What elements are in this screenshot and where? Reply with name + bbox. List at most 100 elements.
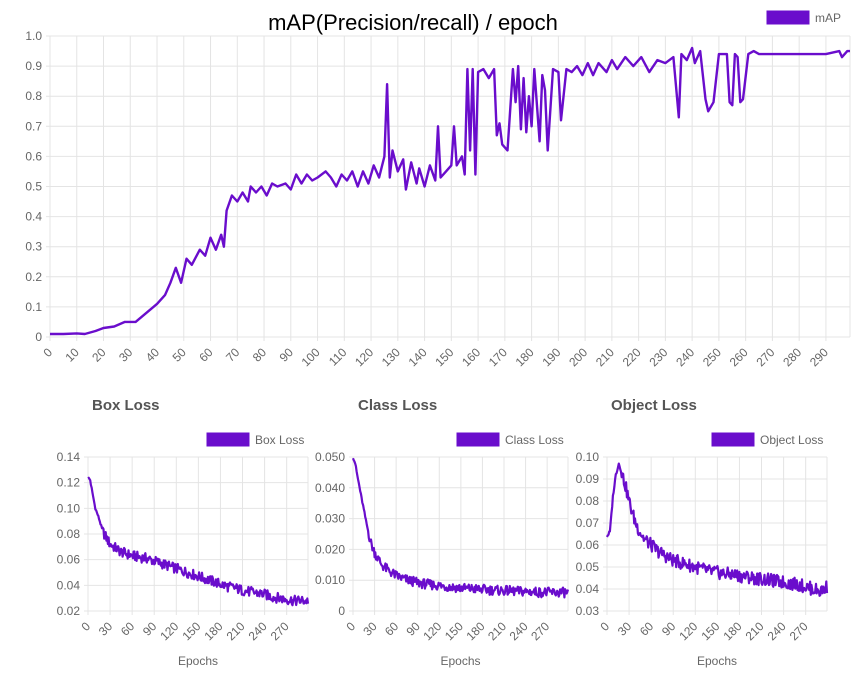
- x-tick-label: 30: [116, 345, 136, 365]
- x-tick-label: 120: [676, 619, 700, 643]
- y-tick-label: 0.8: [25, 89, 42, 103]
- x-tick-label: 60: [382, 619, 402, 639]
- series-line: [605, 462, 829, 597]
- x-tick-label: 190: [539, 345, 563, 369]
- series-line: [50, 46, 850, 336]
- y-tick-label: 0.02: [57, 604, 81, 618]
- x-tick-label: 110: [326, 345, 350, 369]
- y-tick-label: 0.10: [57, 501, 81, 515]
- x-tick-label: 90: [659, 619, 679, 639]
- x-tick-label: 210: [593, 345, 617, 369]
- x-tick-label: 180: [463, 619, 487, 643]
- x-tick-label: 200: [566, 345, 590, 369]
- x-tick-label: 290: [807, 345, 831, 369]
- x-tick-label: 180: [513, 345, 537, 369]
- y-tick-label: 0.14: [57, 450, 81, 464]
- series-line: [87, 476, 310, 607]
- x-tick-label: 210: [224, 619, 248, 643]
- y-tick-label: 0: [338, 604, 345, 618]
- x-tick-label: 60: [196, 345, 216, 365]
- y-tick-label: 0.04: [576, 582, 600, 596]
- x-tick-label: 150: [179, 619, 203, 643]
- y-tick-label: 0.010: [315, 573, 345, 587]
- legend-swatch: [711, 432, 755, 447]
- chart-object: Object Loss 0.03 0.04 0.05 0.06 0.07 0.08 0.09 0…: [576, 397, 829, 668]
- y-tick-label: 0.07: [576, 516, 600, 530]
- x-tick-label: 90: [140, 619, 160, 639]
- legend-label: Box Loss: [255, 433, 304, 447]
- x-tick-label: 240: [673, 345, 697, 369]
- x-tick-label: 0: [343, 619, 358, 634]
- x-tick-label: 30: [615, 619, 635, 639]
- y-tick-label: 0.06: [576, 538, 600, 552]
- y-tick-label: 0.030: [315, 512, 345, 526]
- legend-label: Class Loss: [505, 433, 564, 447]
- y-tick-label: 0.06: [57, 553, 81, 567]
- legend-label: Object Loss: [760, 433, 823, 447]
- x-tick-label: 230: [646, 345, 670, 369]
- x-tick-label: 0: [78, 619, 93, 634]
- x-tick-label: 60: [637, 619, 657, 639]
- x-tick-label: 250: [700, 345, 724, 369]
- x-tick-label: 90: [403, 619, 423, 639]
- x-tick-label: 130: [379, 345, 403, 369]
- y-tick-label: 0.7: [25, 119, 42, 133]
- chart-title: Object Loss: [611, 397, 697, 414]
- x-tick-label: 210: [485, 619, 509, 643]
- y-tick-label: 0.3: [25, 240, 42, 254]
- x-tick-label: 50: [170, 345, 190, 365]
- chart-title: Box Loss: [92, 397, 160, 414]
- y-tick-label: 0: [35, 330, 42, 344]
- chart-title: mAP(Precision/recall) / epoch: [268, 10, 558, 35]
- x-tick-label: 270: [268, 619, 292, 643]
- x-tick-label: 150: [442, 619, 466, 643]
- y-tick-label: 0.09: [576, 472, 600, 486]
- series-line: [351, 457, 570, 599]
- x-tick-label: 100: [299, 345, 323, 369]
- y-tick-label: 0.05: [576, 560, 600, 574]
- x-tick-label: 30: [96, 619, 116, 639]
- y-tick-label: 1.0: [25, 29, 42, 43]
- x-tick-label: 60: [118, 619, 138, 639]
- x-tick-label: 40: [143, 345, 163, 365]
- y-tick-label: 0.040: [315, 481, 345, 495]
- y-tick-label: 0.04: [57, 578, 81, 592]
- legend: Object Loss: [711, 432, 823, 447]
- x-tick-label: 280: [780, 345, 804, 369]
- x-tick-label: 90: [277, 345, 297, 365]
- chart-title: Class Loss: [358, 397, 437, 414]
- x-tick-label: 240: [765, 619, 789, 643]
- legend: mAP: [766, 10, 841, 25]
- y-tick-label: 0.10: [576, 450, 600, 464]
- x-tick-label: 20: [89, 345, 109, 365]
- x-tick-label: 210: [743, 619, 767, 643]
- y-tick-label: 0.03: [576, 604, 600, 618]
- y-tick-label: 0.08: [576, 494, 600, 508]
- x-tick-label: 270: [528, 619, 552, 643]
- x-tick-label: 260: [727, 345, 751, 369]
- x-tick-label: 170: [486, 345, 510, 369]
- legend: Class Loss: [456, 432, 564, 447]
- legend-swatch: [456, 432, 500, 447]
- x-tick-label: 240: [507, 619, 531, 643]
- x-tick-label: 70: [223, 345, 243, 365]
- y-tick-label: 0.050: [315, 450, 345, 464]
- legend-swatch: [766, 10, 810, 25]
- x-tick-label: 140: [406, 345, 430, 369]
- x-tick-label: 160: [459, 345, 483, 369]
- x-tick-label: 270: [787, 619, 811, 643]
- x-tick-label: 120: [420, 619, 444, 643]
- x-tick-label: 120: [157, 619, 181, 643]
- y-tick-label: 0.4: [25, 210, 42, 224]
- chart-map: mAP(Precision/recall) / epoch 0 0.1 0.2 0.3 0…: [25, 10, 851, 369]
- y-tick-label: 0.9: [25, 59, 42, 73]
- y-tick-label: 0.020: [315, 542, 345, 556]
- legend: Box Loss: [206, 432, 304, 447]
- x-axis-label: Epochs: [178, 654, 218, 668]
- y-tick-label: 0.5: [25, 180, 42, 194]
- y-tick-label: 0.1: [25, 300, 42, 314]
- y-tick-label: 0.2: [25, 270, 42, 284]
- x-axis-label: Epochs: [697, 654, 737, 668]
